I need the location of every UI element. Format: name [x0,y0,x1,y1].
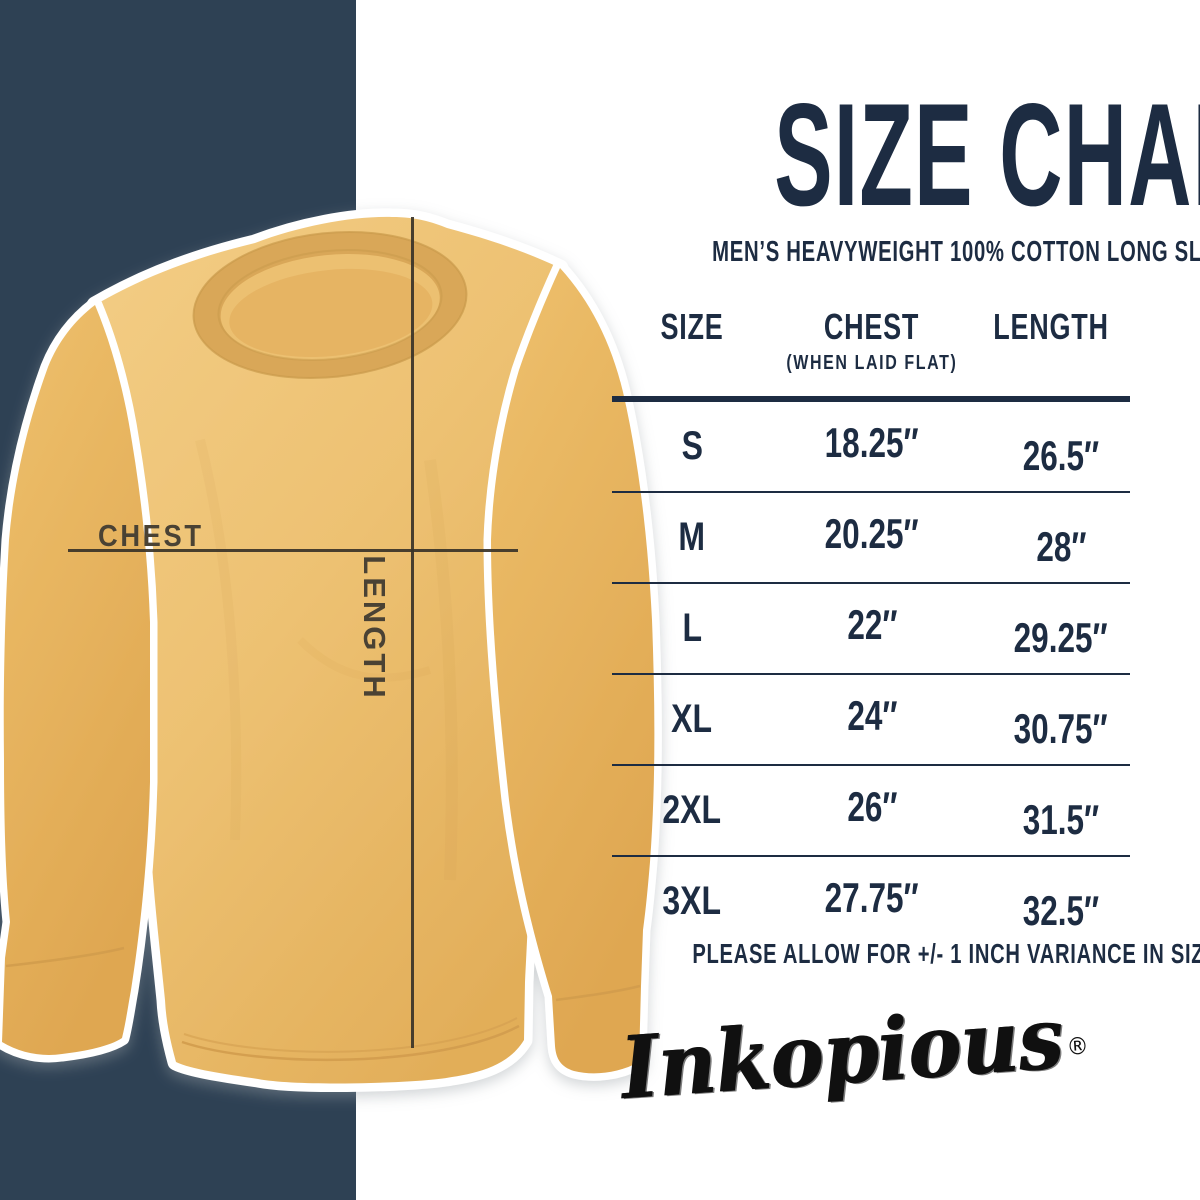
header-length: LENGTH [993,306,1109,347]
size-table-header: SIZE CHEST (WHEN LAID FLAT) LENGTH [612,300,1130,396]
brand-logo-text: Inkopious [617,987,1066,1120]
shirt-collar [192,230,468,380]
header-chest-subnote: (WHEN LAID FLAT) [786,352,958,374]
variance-note: PLEASE ALLOW FOR +/- 1 INCH VARIANCE IN … [692,938,1200,969]
length-measure-label: LENGTH [357,555,392,701]
table-row-2xl: 2XL 26″ 31.5″ [612,766,1130,857]
registered-trademark-icon: ® [1065,1031,1090,1062]
chest-measure-label: CHEST [98,518,204,553]
table-row-m: M 20.25″ 28″ [612,493,1130,584]
chest-measure-line [68,549,518,552]
size-table: SIZE CHEST (WHEN LAID FLAT) LENGTH S 18.… [612,300,1130,946]
page-title: SIZE CHART [774,73,1200,236]
size-table-body: S 18.25″ 26.5″ M 20.25″ 28″ L 22″ 29.25″… [612,396,1130,946]
shirt-left-sleeve [0,297,158,1063]
shirt-right-sleeve [483,260,662,1081]
header-size: SIZE [660,306,724,347]
shirt-product-image [0,208,662,1092]
hem-stitching [181,1024,520,1062]
table-row-s: S 18.25″ 26.5″ [612,402,1130,493]
right-cuff-seam [555,984,641,1002]
table-row-xl: XL 24″ 30.75″ [612,675,1130,766]
table-row-3xl: 3XL 27.75″ 32.5″ [662,873,1100,934]
page-subtitle: MEN’S HEAVYWEIGHT 100% COTTON LONG SLEEV… [712,236,1200,268]
left-cuff-seam [5,946,125,968]
table-row-l: L 22″ 29.25″ [612,584,1130,675]
header-chest: CHEST (WHEN LAID FLAT) [786,306,958,374]
brand-logo: Inkopious® [600,988,1089,1120]
length-measure-line [411,217,414,1048]
